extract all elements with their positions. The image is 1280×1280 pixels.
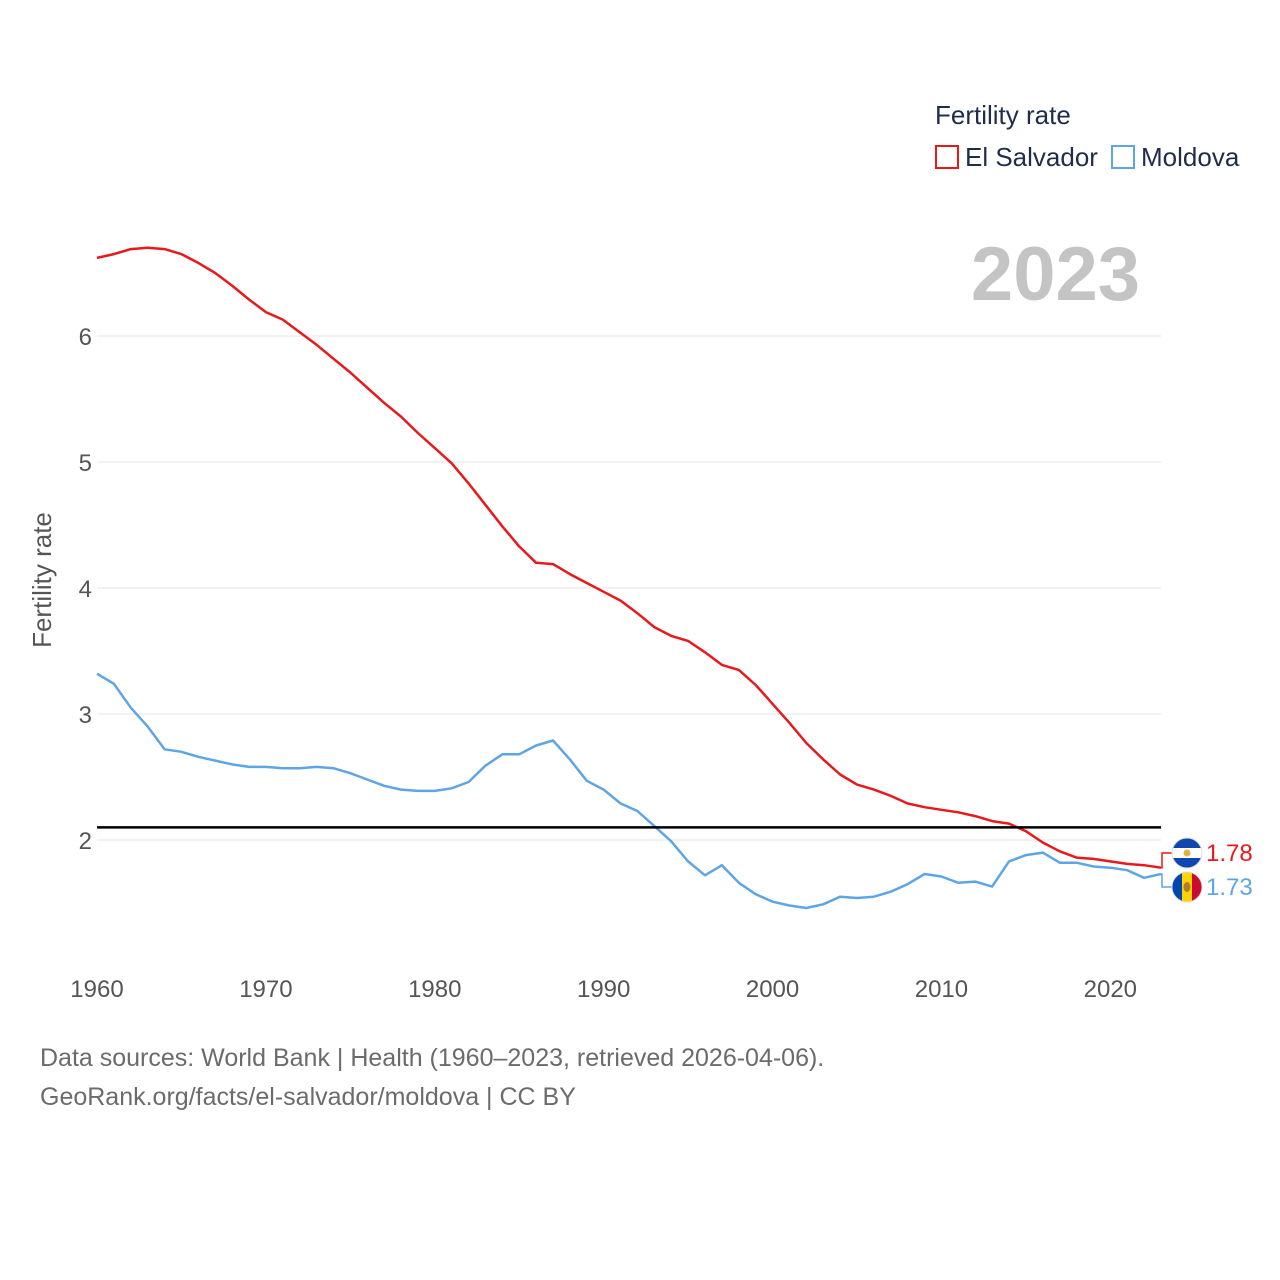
y-tick-label: 4 bbox=[79, 576, 92, 603]
data-source-note: Data sources: World Bank | Health (1960–… bbox=[40, 1044, 825, 1072]
flag-el-salvador-icon bbox=[1171, 837, 1203, 869]
series-lines bbox=[96, 246, 1162, 910]
x-tick-label: 1980 bbox=[408, 976, 461, 1003]
y-axis-ticks: 2 3 4 5 6 bbox=[79, 324, 92, 855]
x-tick-label: 1960 bbox=[70, 976, 123, 1003]
x-tick-label: 2000 bbox=[746, 976, 799, 1003]
y-tick-label: 2 bbox=[79, 828, 92, 855]
legend: Fertility rate El Salvador Moldova bbox=[935, 100, 1240, 172]
fertility-rate-chart: 2 3 4 5 6 1960 1970 1980 1990 2000 2010 2020 Ferti… bbox=[27, 100, 1253, 1003]
legend-swatch-el-salvador bbox=[935, 145, 959, 169]
legend-swatch-moldova bbox=[1111, 145, 1135, 169]
end-connector-moldova bbox=[1161, 873, 1172, 888]
legend-item-el-salvador[interactable]: El Salvador bbox=[935, 142, 1098, 172]
x-tick-label: 1970 bbox=[239, 976, 292, 1003]
legend-label-moldova: Moldova bbox=[1141, 142, 1240, 172]
x-tick-label: 2020 bbox=[1084, 976, 1137, 1003]
series-line-moldova bbox=[96, 672, 1162, 910]
end-value-moldova: 1.73 bbox=[1206, 874, 1253, 901]
y-axis-title: Fertility rate bbox=[27, 512, 57, 648]
end-connector-el-salvador bbox=[1161, 852, 1172, 869]
x-tick-label: 1990 bbox=[577, 976, 630, 1003]
attribution-link[interactable]: GeoRank.org/facts/el-salvador/moldova | … bbox=[40, 1083, 576, 1111]
y-tick-label: 3 bbox=[79, 702, 92, 729]
series-line-el-salvador bbox=[96, 246, 1162, 869]
end-markers: 1.78 1.73 bbox=[1161, 837, 1253, 903]
y-tick-label: 6 bbox=[79, 324, 92, 351]
legend-label-el-salvador: El Salvador bbox=[965, 142, 1098, 172]
x-axis-ticks: 1960 1970 1980 1990 2000 2010 2020 bbox=[70, 976, 1137, 1003]
flag-moldova-icon bbox=[1171, 871, 1203, 903]
legend-item-moldova[interactable]: Moldova bbox=[1111, 142, 1240, 172]
legend-title: Fertility rate bbox=[935, 100, 1071, 130]
grid-lines bbox=[97, 335, 1161, 841]
x-tick-label: 2010 bbox=[915, 976, 968, 1003]
current-year-label: 2023 bbox=[971, 232, 1140, 317]
end-value-el-salvador: 1.78 bbox=[1206, 840, 1253, 867]
y-tick-label: 5 bbox=[79, 450, 92, 477]
